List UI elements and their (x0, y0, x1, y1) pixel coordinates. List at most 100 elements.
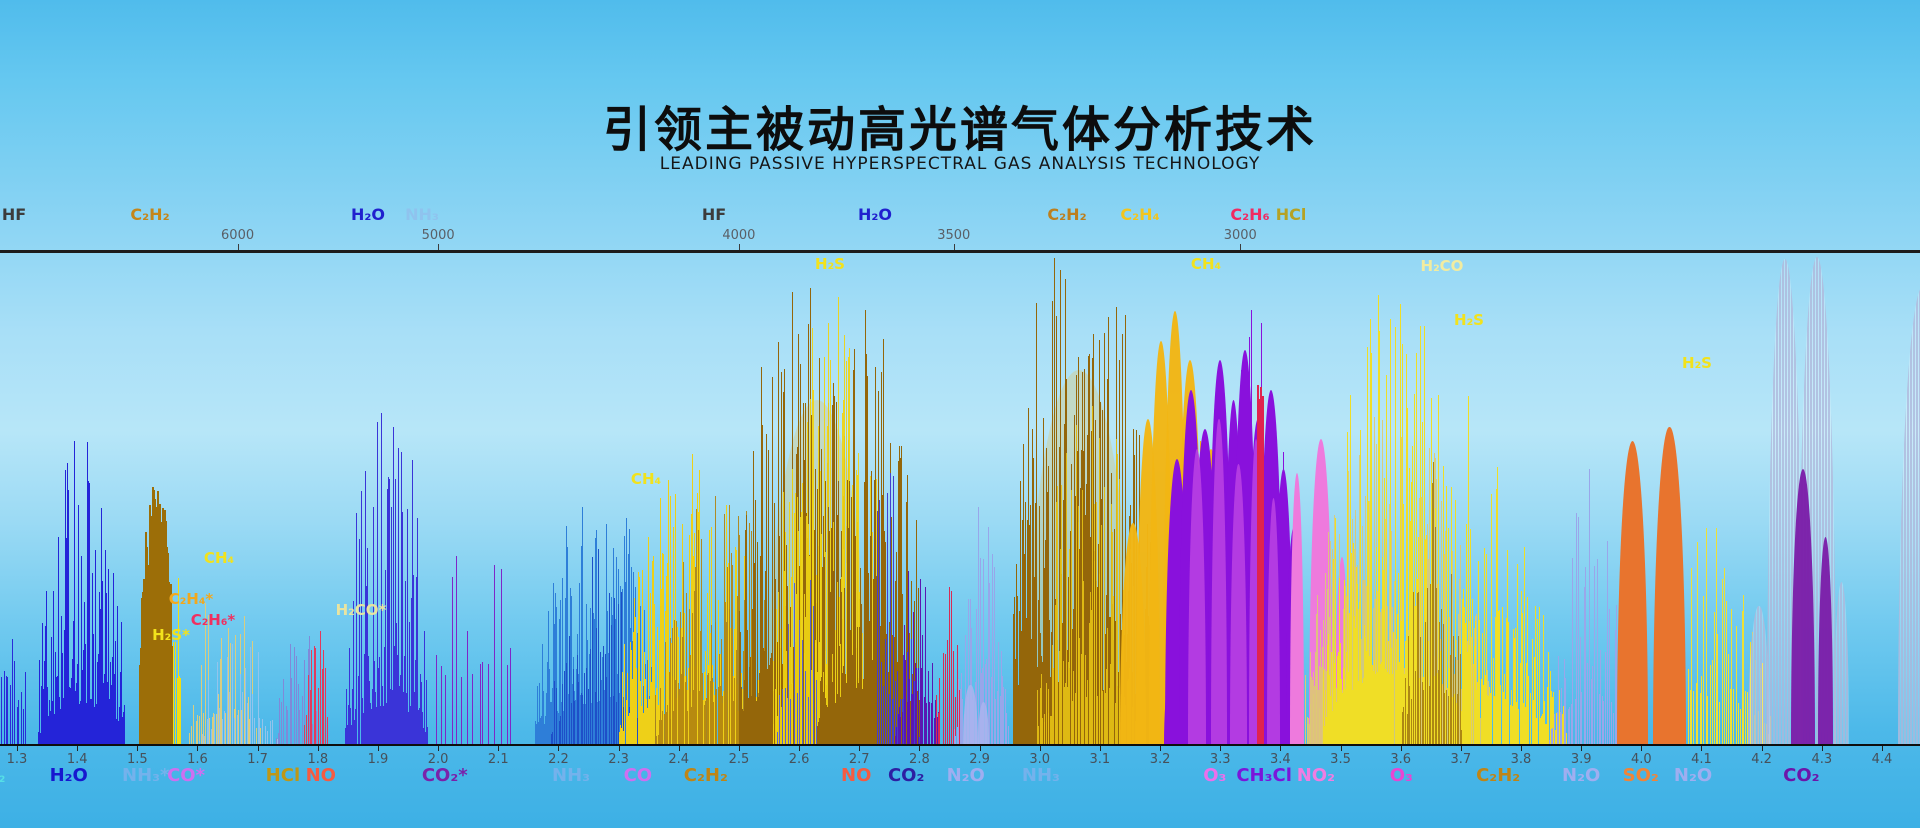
H₂O-line (843, 587, 845, 744)
wavenumber-tick-label: 4000 (722, 228, 756, 243)
HCl-line (315, 711, 317, 744)
N₂O-line (1703, 595, 1705, 744)
H₂S-line (1388, 641, 1390, 744)
top-gas-label: HF (1, 205, 27, 224)
C₂H₂-line (707, 674, 709, 744)
H₂S-line (818, 641, 820, 744)
H₂O-line (820, 676, 822, 744)
CO₂-line (909, 679, 911, 744)
H₂O-line (427, 727, 429, 744)
O₃-line (1373, 417, 1375, 744)
H₂S-line (1411, 482, 1412, 744)
CH₄-line (1105, 669, 1107, 744)
CH₃Cl-line (1283, 452, 1285, 744)
NH₃-line (1022, 519, 1024, 744)
C₂H₂-line (1481, 633, 1483, 744)
H₂O-line (853, 370, 854, 744)
H₂O-line (420, 720, 422, 744)
H₂O-line (64, 469, 66, 744)
NH₃-line (618, 604, 620, 744)
NH₃-line (582, 506, 583, 744)
H₂O-line (824, 676, 826, 744)
O₃-line (1308, 717, 1310, 744)
NH₃-line (605, 523, 607, 744)
H₂S-line (839, 644, 841, 744)
inplot-gas-label: H₂S (1454, 311, 1484, 329)
NH₃-line (1018, 610, 1020, 744)
C₂H₂-line (742, 650, 744, 744)
H₂O-line (103, 673, 105, 744)
bottom-gas-label: SO₂ (1622, 765, 1659, 786)
CH₃Cl-line (1263, 518, 1265, 744)
H₂O-line (43, 661, 45, 744)
CO*-line (178, 577, 180, 744)
C₂H₂-line (666, 607, 668, 744)
H₂O-line (95, 549, 97, 744)
H₂O-line (740, 720, 742, 744)
wavelength-tick (1821, 746, 1823, 751)
CO₂-line (935, 700, 937, 744)
wavelength-tick (1521, 746, 1522, 751)
C₂H₂-line (662, 711, 664, 744)
NH₃-line (1062, 499, 1064, 744)
CH₄-line (258, 706, 260, 744)
spectral-bands-area (0, 252, 1920, 744)
O₃-line (1374, 599, 1376, 744)
CO₂-line (908, 570, 910, 744)
H₂S-line (1363, 678, 1364, 744)
H₂O-line (739, 631, 741, 744)
C₂H₂-line (624, 643, 626, 744)
H₂O-line (874, 676, 876, 744)
NH₃-line (1095, 419, 1097, 744)
NH₃-line (1085, 515, 1087, 744)
H₂O-line (97, 705, 99, 744)
H₂O-line (374, 660, 376, 744)
NH₃-line (545, 693, 547, 744)
H₂O-line (759, 696, 761, 744)
H₂O-line (61, 616, 63, 744)
C₂H₂-line (1510, 689, 1512, 744)
H₂O-line (898, 446, 900, 744)
H₂O-line (400, 683, 402, 744)
wavelength-tick (1160, 746, 1162, 751)
O₃-line (1388, 503, 1390, 744)
C₂H₂-line (620, 728, 622, 744)
C₂H₂-line (623, 723, 625, 744)
C₂H₂-line (1555, 730, 1557, 744)
top-gas-label: C₂H₄ (1120, 205, 1160, 224)
wavelength-tick (1099, 746, 1101, 751)
C₂H₂-line (710, 632, 711, 744)
CH₄-line (1054, 604, 1056, 744)
H₂S-line (1426, 588, 1428, 744)
NH₃-line (591, 702, 593, 744)
H₂O-line (370, 702, 372, 744)
C₂H₂-line (653, 707, 655, 744)
H₂O-line (744, 680, 746, 744)
wavelength-tick-label: 2.1 (487, 752, 509, 767)
H₂O-line (739, 610, 741, 744)
H₂O-line (746, 705, 748, 744)
NH₃-line (572, 668, 574, 744)
HCl-line (295, 656, 297, 744)
H₂S-line (796, 497, 798, 744)
inplot-gas-label: H₂CO (1420, 257, 1464, 275)
H₂O-line (884, 638, 886, 744)
N₂O-line (957, 678, 959, 744)
H₂O-line (894, 581, 896, 744)
CH₄-line (235, 634, 237, 744)
H₂O-line (48, 718, 50, 744)
H₂O-line (74, 638, 76, 744)
N₂O-line (1004, 688, 1006, 744)
H₂O-line (824, 698, 826, 744)
H₂S-line (775, 644, 777, 744)
H₂O-line (815, 468, 817, 744)
H₂S-line (1346, 651, 1347, 744)
wavelength-tick-label: 4.4 (1871, 752, 1893, 767)
NH₃-line (1029, 668, 1031, 744)
H₂O-line (39, 659, 41, 744)
O₃-line (1320, 630, 1322, 744)
NH₃-line (600, 651, 602, 744)
H₂O-line (867, 376, 868, 744)
H₂S-line (1350, 395, 1352, 744)
NH₃-line (552, 732, 554, 744)
